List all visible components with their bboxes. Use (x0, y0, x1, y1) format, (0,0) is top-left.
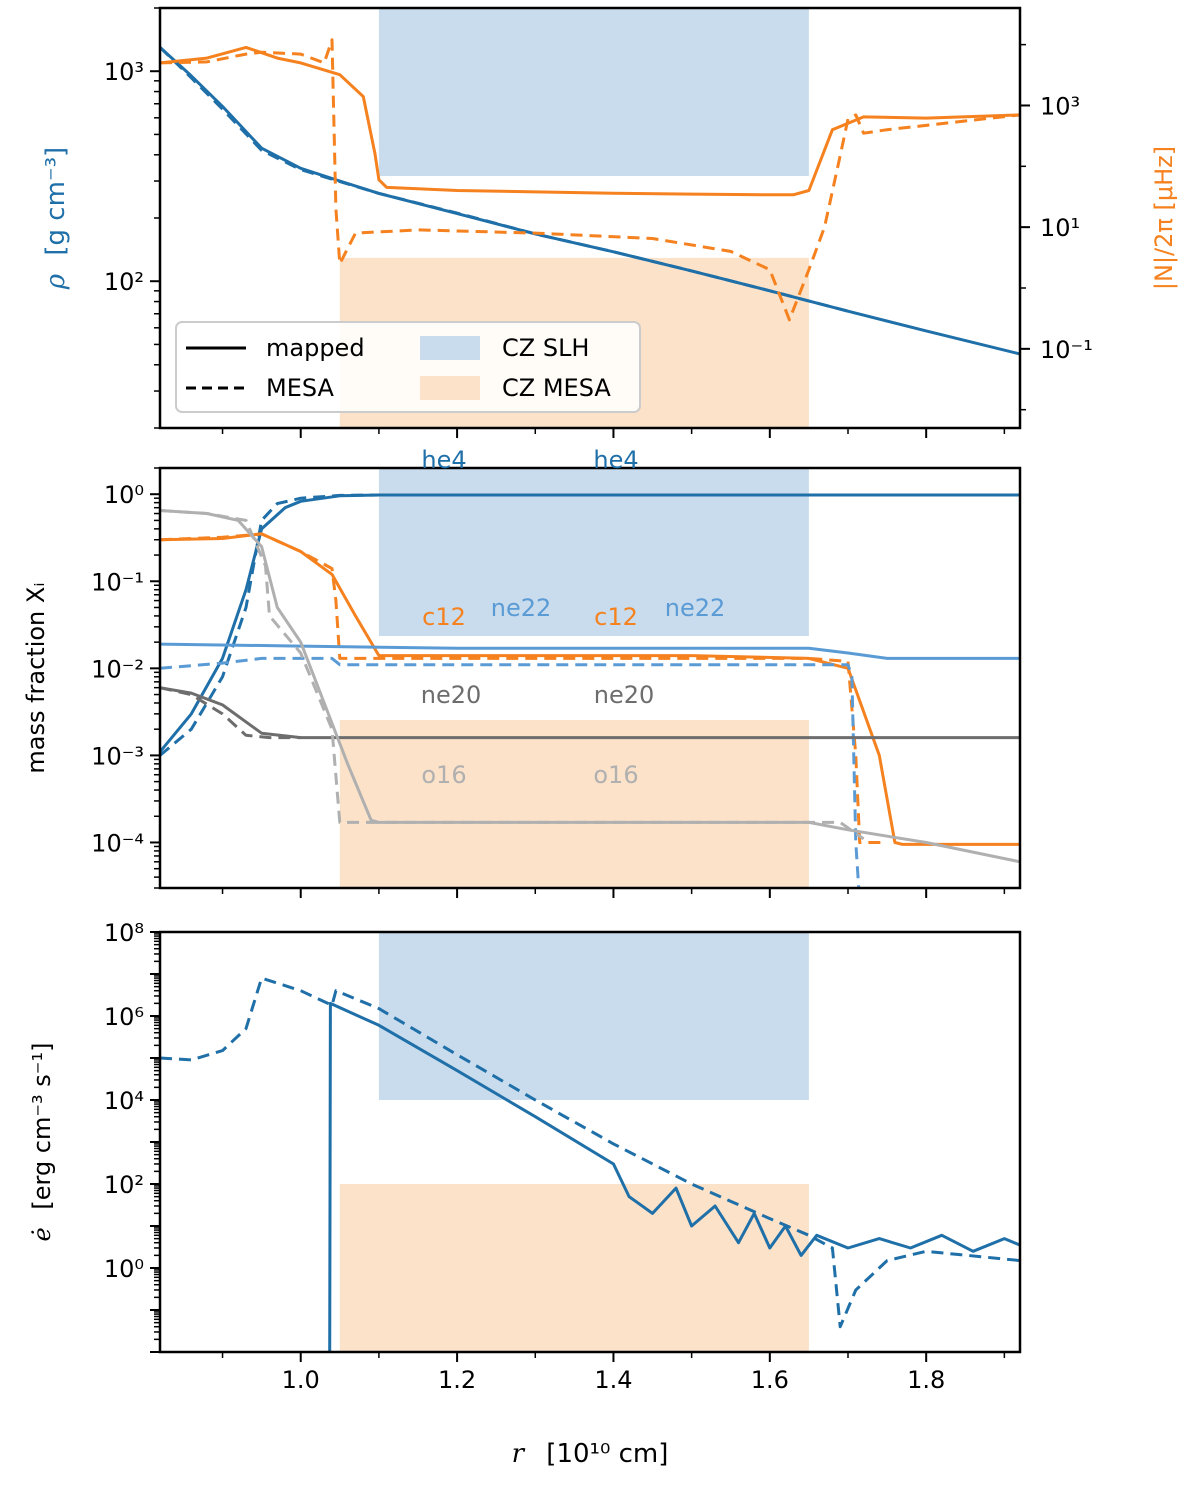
c12-label-left: c12 (422, 603, 466, 631)
series-he4-mapped (160, 493, 1020, 753)
ne22-label-left: ne22 (491, 594, 552, 622)
he4-label-right: he4 (593, 446, 638, 474)
r-unit: [10¹⁰ cm] (546, 1439, 668, 1469)
panel3-y-label: ė [erg cm⁻³ s⁻¹] (28, 1043, 56, 1242)
y-tick-label: 10⁻¹ (91, 568, 144, 596)
c12-label-right: c12 (594, 603, 638, 631)
species-labels: he4 he4 c12 c12 ne22 ne22 ne20 ne20 o16 … (421, 446, 726, 789)
cz-mesa-band (339, 720, 809, 888)
o16-label-left: o16 (421, 761, 466, 789)
energy-panel: 10⁸ 10⁶ 10⁴ 10² 10⁰ ė [erg cm⁻³ s⁻¹] (28, 919, 1022, 1362)
legend-cz-mesa-label: CZ MESA (502, 374, 611, 402)
y-tick-label: 10⁻² (91, 655, 144, 683)
y-tick-label: 10⁰ (104, 1255, 144, 1283)
series-o16-mapped (160, 509, 1020, 864)
r-symbol: r (512, 1439, 526, 1469)
ne22-label-right: ne22 (665, 594, 726, 622)
legend-mesa-label: MESA (266, 374, 335, 402)
panel1-y2-label: |N|/2π [μHz] (1150, 146, 1178, 290)
cz-slh-band (378, 932, 809, 1100)
cz-mesa-band (339, 1184, 809, 1352)
legend-box (175, 321, 641, 413)
series-rho-mesa (160, 46, 849, 313)
series-n-2pi-mesa (160, 38, 1020, 322)
y2-tick-label: 10¹ (1040, 214, 1080, 242)
n-label: |N|/2π [μHz] (1150, 146, 1178, 290)
x-axis: 1.0 1.2 1.4 1.6 1.8 (282, 1366, 946, 1394)
x-tick-label: 1.8 (907, 1366, 945, 1394)
x-tick-label: 1.2 (438, 1366, 476, 1394)
legend-cz-slh-swatch (420, 336, 480, 360)
legend-mapped-label: mapped (266, 334, 365, 362)
legend-cz-mesa-swatch (420, 376, 480, 400)
panel1-y-label: ρ [g cm⁻³] (41, 147, 71, 290)
rho-symbol: ρ (41, 273, 71, 290)
x-axis-label: r [10¹⁰ cm] (512, 1439, 669, 1469)
series-ne22-mesa (160, 656, 861, 888)
y-tick-label: 10⁻⁴ (91, 829, 144, 857)
series-o16-mesa (160, 509, 865, 841)
x-tick-label: 1.0 (282, 1366, 320, 1394)
y2-tick-label: 10⁻¹ (1040, 336, 1093, 364)
ne20-label-left: ne20 (421, 681, 482, 709)
series-ne20-mapped (160, 686, 1020, 740)
series-c12-mesa (160, 532, 888, 844)
series-e-mesa (160, 976, 1020, 1329)
y-tick-label: 10⁸ (104, 919, 144, 947)
svg-text:ρ [g cm⁻³]: ρ [g cm⁻³] (41, 147, 71, 290)
y-tick-label: 10⁰ (104, 481, 144, 509)
edot-symbol: ė (28, 1227, 56, 1241)
legend-cz-slh-label: CZ SLH (502, 334, 589, 362)
y-tick-label: 10⁻³ (91, 742, 144, 770)
legend: mapped MESA CZ SLH CZ MESA (175, 321, 641, 413)
y-tick-label: 10⁴ (104, 1087, 144, 1115)
x-tick-label: 1.6 (751, 1366, 789, 1394)
he4-label-left: he4 (421, 446, 466, 474)
panel2-y-label: mass fraction Xᵢ (22, 582, 50, 773)
o16-label-right: o16 (593, 761, 638, 789)
svg-text:ė [erg cm⁻³ s⁻¹]: ė [erg cm⁻³ s⁻¹] (28, 1043, 56, 1242)
ne20-label-right: ne20 (594, 681, 655, 709)
density-panel: 10³ 10² 10³ 10¹ 10⁻¹ ρ [g cm⁻³] |N|/2π [μHz]… (41, 6, 1178, 438)
series-ne22-mapped (160, 642, 1020, 660)
y2-tick-label: 10³ (1040, 92, 1080, 120)
mass-fraction-panel: 10⁰ 10⁻¹ 10⁻² 10⁻³ 10⁻⁴ mass fraction Xᵢ he4… (22, 446, 1022, 898)
rho-unit: [g cm⁻³] (41, 147, 71, 256)
panel2-frame (158, 466, 1022, 890)
series-e-mapped (328, 1001, 1020, 1352)
y-tick-label: 10⁶ (104, 1003, 144, 1031)
series-he4-mesa (160, 493, 379, 757)
y-tick-label: 10³ (104, 58, 144, 86)
x-tick-label: 1.4 (594, 1366, 632, 1394)
series-ne20-mesa (160, 686, 301, 740)
y-tick-label: 10² (104, 268, 144, 296)
edot-unit: [erg cm⁻³ s⁻¹] (28, 1043, 56, 1210)
cz-slh-band (378, 8, 809, 176)
series-n-2pi-mapped (160, 45, 1020, 197)
y-tick-label: 10² (104, 1171, 144, 1199)
